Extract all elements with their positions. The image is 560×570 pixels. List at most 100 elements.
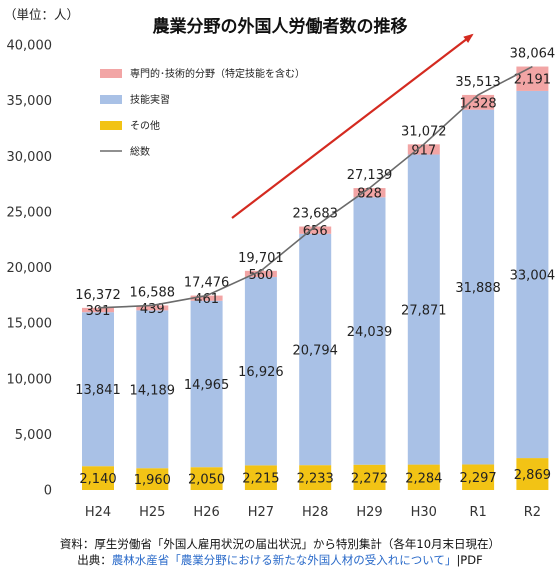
segment-value-label: 2,233: [297, 472, 334, 487]
source-note: 資料：厚生労働省「外国人雇用状況の届出状況」から特別集計（各年10月末日現在）: [59, 537, 501, 551]
bar-segment: [136, 468, 169, 490]
y-tick-label: 15,000: [7, 317, 53, 332]
x-tick-label: H29: [356, 505, 382, 520]
chart-title: 農業分野の外国人労働者数の推移: [153, 16, 408, 37]
segment-label-layer: 2,14013,8413911,96014,1894392,05014,9654…: [75, 73, 555, 488]
bar-segment: [82, 312, 114, 467]
x-tick-label: H27: [248, 505, 274, 520]
segment-value-label: 1,960: [134, 473, 171, 488]
bar-segment: [516, 90, 549, 459]
bar-segment: [353, 188, 386, 198]
segment-value-label: 14,189: [130, 383, 176, 398]
segment-value-label: 14,965: [184, 378, 230, 393]
total-line-layer: 16,372 16,588 17,476 19,701 23,683 27,139 31,0…: [75, 47, 556, 309]
segment-value-label: 391: [86, 304, 111, 319]
segment-value-label: 27,871: [401, 304, 447, 319]
legend-label: 専門的･技術的分野（特定技能を含む）: [130, 67, 305, 80]
bar-segment: [462, 109, 495, 465]
segment-value-label: 2,272: [351, 471, 388, 486]
unit-label: （単位：人）: [4, 7, 79, 22]
y-axis: 0 5,000 10,000 15,000 20,000 25,000 30,000 35,0…: [7, 39, 53, 499]
legend-label: 総数: [130, 145, 150, 158]
total-value-label: 27,139: [347, 168, 393, 183]
segment-value-label: 2,297: [459, 471, 496, 486]
segment-value-label: 560: [248, 268, 273, 283]
bar-segment: [516, 458, 549, 490]
segment-value-label: 917: [411, 143, 436, 158]
total-value-label: 23,683: [292, 207, 338, 222]
y-tick-label: 10,000: [7, 372, 53, 387]
bar-segment: [462, 94, 495, 110]
bar-segment: [244, 277, 277, 466]
segment-value-label: 656: [303, 224, 328, 239]
segment-value-label: 33,004: [510, 268, 556, 283]
bar-segment: [407, 144, 440, 155]
bar-segment: [136, 310, 169, 469]
segment-value-label: 2,284: [405, 471, 442, 486]
bar-segment: [136, 305, 169, 311]
x-tick-label: H30: [411, 505, 437, 520]
y-tick-label: 30,000: [7, 150, 53, 165]
x-tick-label: H24: [85, 505, 111, 520]
citation-line: 出典：農林水産省「農業分野における新たな外国人材の受入れについて」|PDF: [0, 553, 560, 567]
segment-value-label: 1,328: [459, 96, 496, 111]
segment-value-label: 2,140: [79, 472, 116, 487]
legend-swatch: [100, 121, 122, 130]
bar-segment: [353, 464, 386, 490]
y-tick-label: 20,000: [7, 261, 53, 276]
y-tick-label: 25,000: [7, 205, 53, 220]
total-value-label: 31,072: [401, 124, 447, 139]
total-value-label: 16,372: [75, 288, 121, 303]
stacked-bar-chart: 農業分野の外国人労働者数の推移 （単位：人） 0 5,000 10,000 15,00…: [4, 7, 556, 520]
segment-value-label: 24,039: [347, 325, 393, 340]
x-tick-label: H25: [139, 505, 165, 520]
y-tick-label: 5,000: [15, 428, 52, 443]
bar-segment: [516, 66, 549, 91]
segment-value-label: 31,888: [455, 281, 501, 296]
bar-segment: [82, 466, 114, 490]
total-value-label: 16,588: [130, 285, 176, 300]
bar-layer: [82, 66, 549, 490]
y-tick-label: 35,000: [7, 94, 53, 109]
bar-segment: [244, 270, 277, 278]
bar-segment: [190, 300, 223, 468]
bar-segment: [190, 295, 223, 301]
citation-suffix: |PDF: [456, 553, 483, 567]
citation-link[interactable]: 農林水産省「農業分野における新たな外国人材の受入れについて」: [111, 553, 457, 567]
trend-arrow: [231, 33, 474, 219]
total-value-label: 19,701: [238, 251, 284, 266]
legend-swatch: [100, 95, 122, 104]
bar-segment: [299, 465, 332, 490]
segment-value-label: 13,841: [75, 383, 121, 398]
segment-value-label: 2,215: [242, 472, 279, 487]
bar-segment: [353, 197, 386, 465]
bar-segment: [244, 465, 277, 490]
segment-value-label: 828: [357, 187, 382, 202]
y-tick-label: 0: [44, 484, 52, 499]
bar-segment: [299, 233, 332, 466]
bar-segment: [407, 464, 440, 490]
x-tick-label: R1: [469, 505, 486, 520]
segment-value-label: 16,926: [238, 365, 284, 380]
bar-segment: [82, 307, 114, 313]
x-tick-label: H26: [193, 505, 219, 520]
segment-value-label: 461: [194, 292, 219, 307]
bar-segment: [190, 467, 223, 490]
segment-value-label: 2,050: [188, 473, 225, 488]
segment-value-label: 20,794: [292, 343, 338, 358]
total-value-label: 38,064: [510, 47, 556, 62]
citation-prefix: 出典：: [77, 553, 112, 567]
x-axis: H24 H25 H26 H27 H28 H29 H30 R1 R2: [85, 505, 541, 520]
segment-value-label: 2,191: [514, 73, 551, 88]
bar-segment: [299, 226, 332, 234]
legend-label: 技能実習: [130, 93, 170, 106]
segment-value-label: 2,869: [514, 468, 551, 483]
bar-segment: [462, 464, 495, 490]
x-tick-label: H28: [302, 505, 328, 520]
y-tick-label: 40,000: [7, 39, 53, 54]
total-line: [97, 65, 533, 309]
total-value-label: 35,513: [455, 75, 501, 90]
total-value-label: 17,476: [184, 276, 230, 291]
legend-label: その他: [130, 119, 160, 132]
